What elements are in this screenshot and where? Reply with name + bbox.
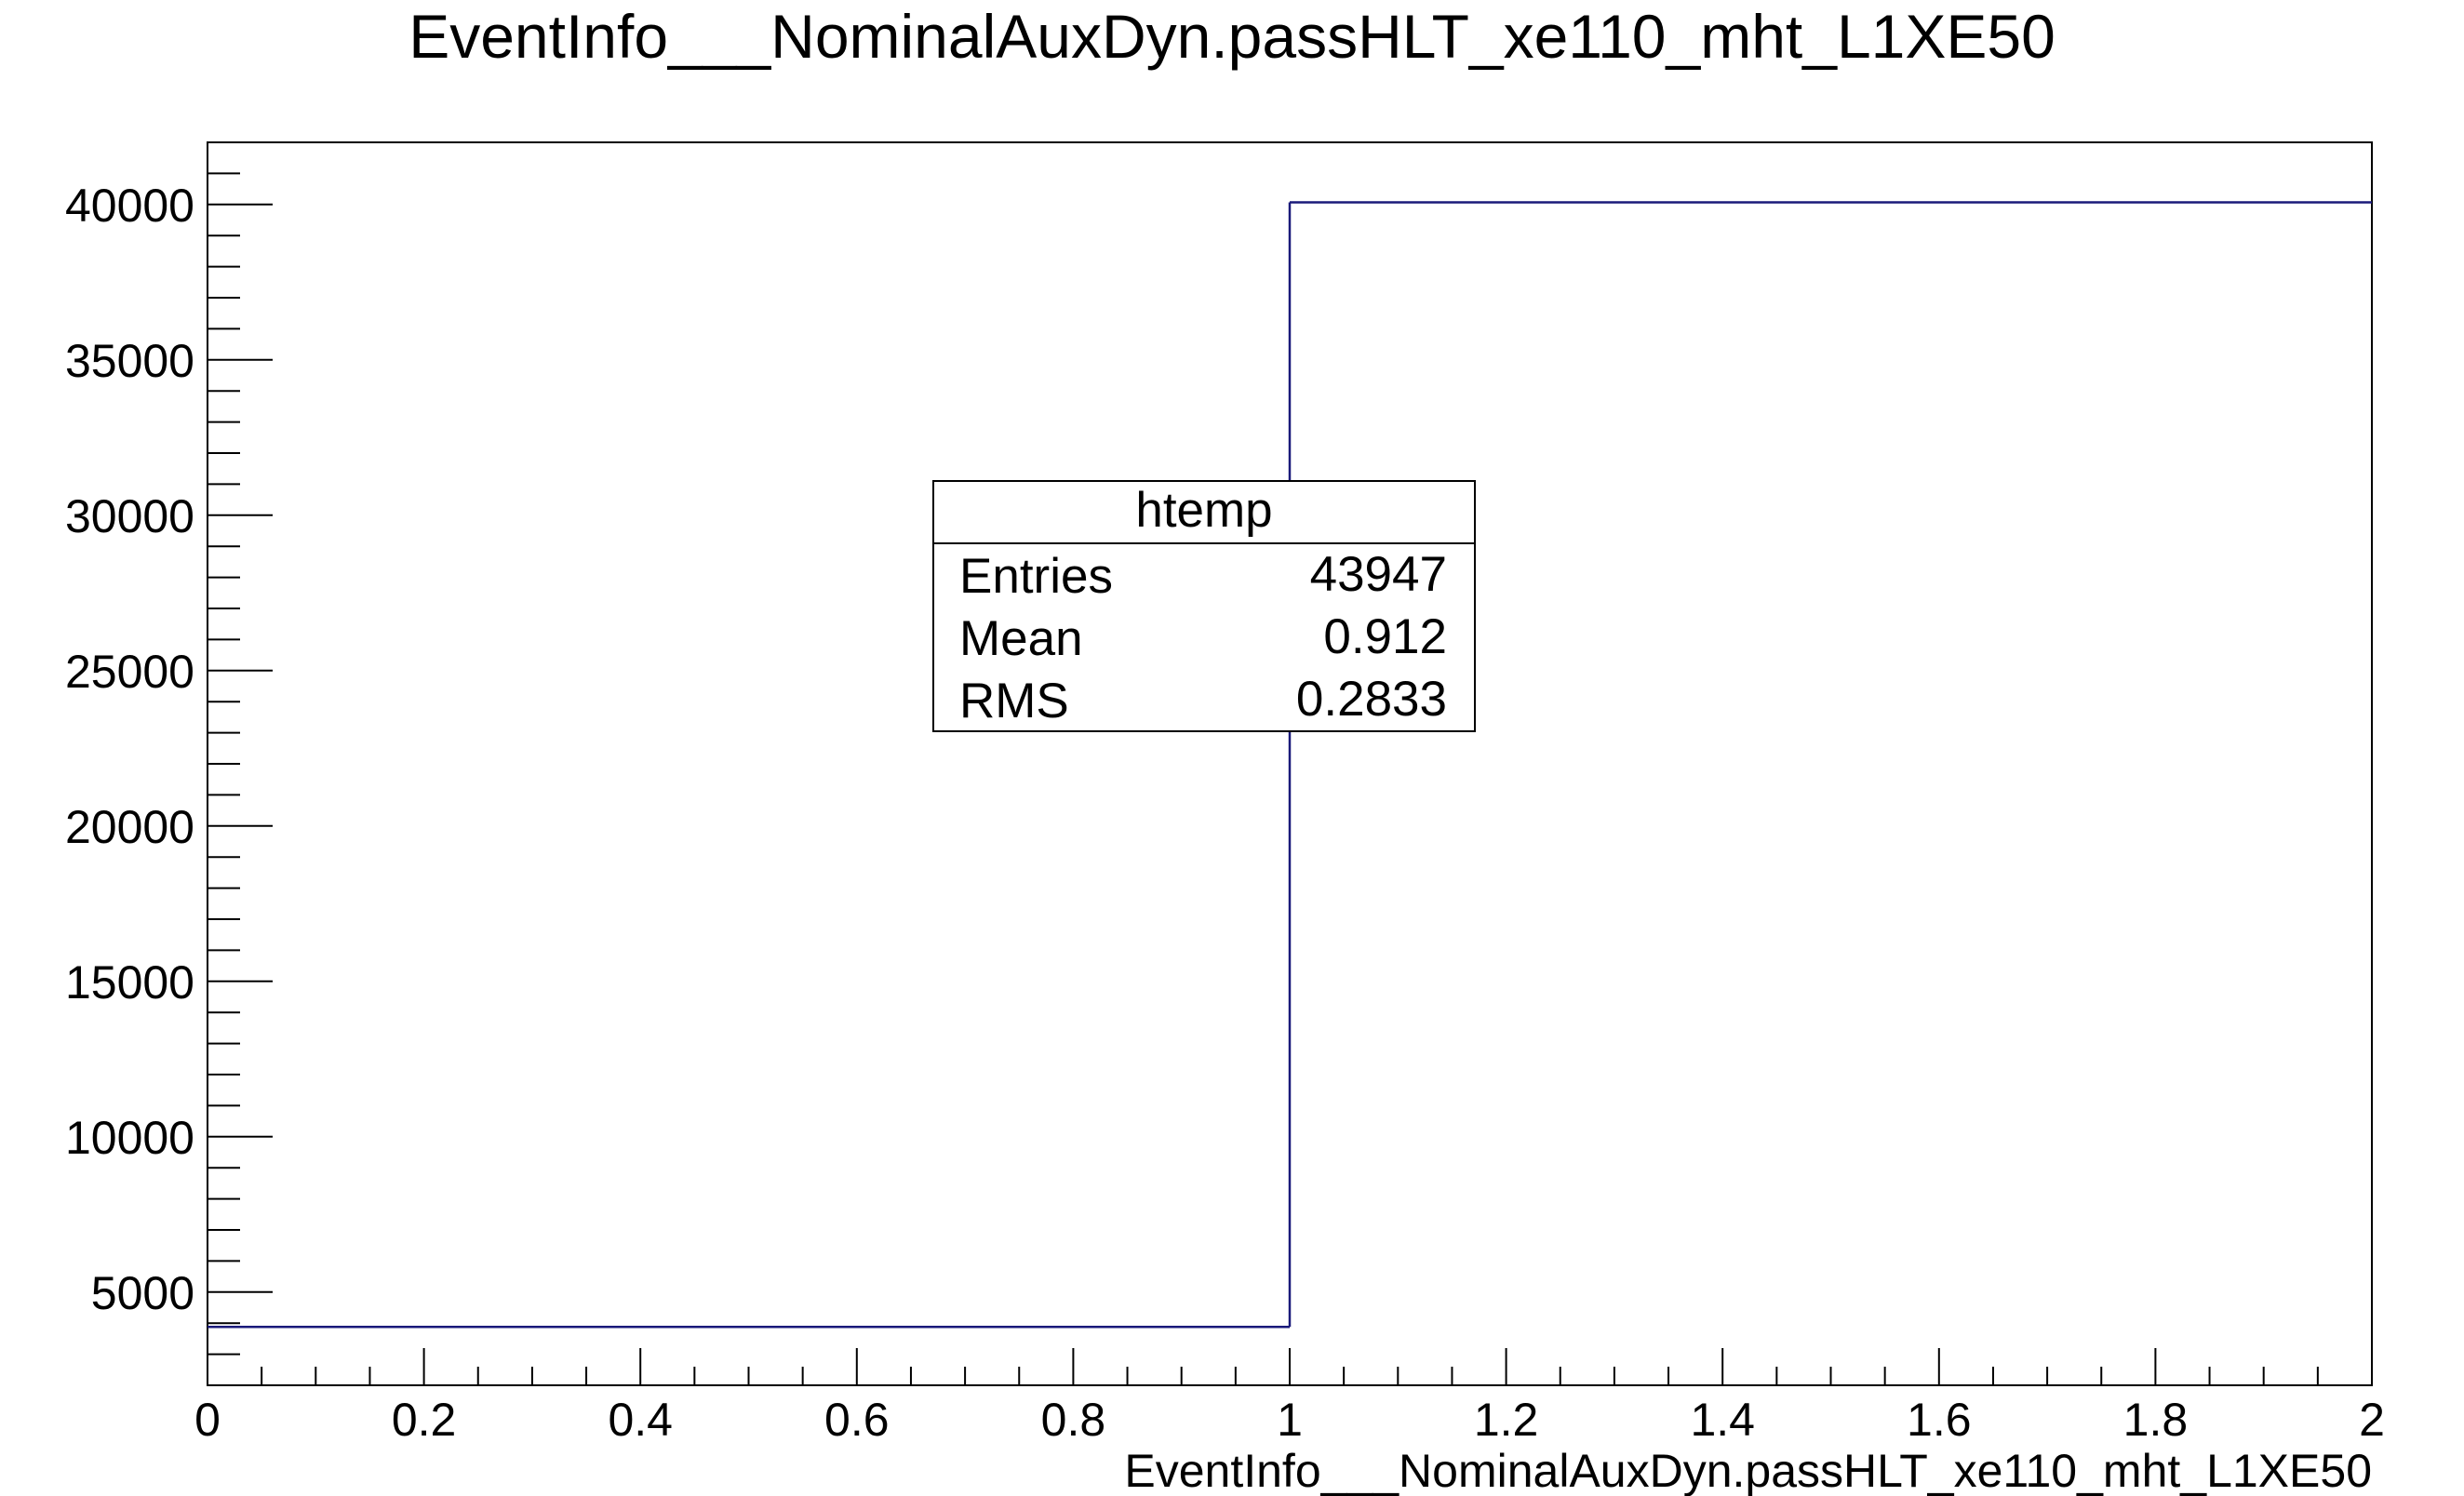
stats-box-title: htemp (1135, 483, 1272, 538)
stats-entries-value: 43947 (1310, 547, 1447, 602)
y-tick-label: 35000 (65, 335, 194, 387)
x-tick-label: 0.8 (1041, 1394, 1106, 1446)
x-tick-label: 0.2 (392, 1394, 457, 1446)
x-tick-label: 1 (1277, 1394, 1303, 1446)
x-axis-label: EventInfo___NominalAuxDyn.passHLT_xe110_… (1124, 1445, 2372, 1496)
x-tick-label: 0 (194, 1394, 221, 1446)
x-tick-label: 0.6 (824, 1394, 890, 1446)
stats-mean-value: 0.912 (1323, 609, 1447, 664)
y-tick-label: 30000 (65, 490, 194, 542)
y-tick-label: 20000 (65, 801, 194, 853)
y-tick-label: 25000 (65, 646, 194, 698)
stats-rms-value: 0.2833 (1296, 672, 1447, 727)
y-axis: 5000 10000 15000 20000 25000 30000 35000 40000 (65, 141, 273, 1386)
stats-box: htemp Entries 43947 Mean 0.912 RMS 0.283… (932, 480, 1476, 732)
x-axis: 0 0.2 0.4 0.6 0.8 1 1.2 1.4 1.6 1.8 2 (194, 1348, 2385, 1446)
x-tick-label: 1.2 (1474, 1394, 1539, 1446)
stats-rms-label: RMS (959, 674, 1069, 728)
y-tick-label: 5000 (91, 1267, 194, 1319)
x-tick-label: 2 (2359, 1394, 2385, 1446)
x-tick-label: 1.6 (1907, 1394, 1972, 1446)
stats-box-frame (932, 480, 1476, 732)
chart-title: EventInfo___NominalAuxDyn.passHLT_xe110_… (408, 2, 2056, 71)
histogram-series (208, 201, 2372, 1329)
y-tick-label: 10000 (65, 1112, 194, 1164)
stats-entries-label: Entries (959, 549, 1113, 604)
x-tick-label: 0.4 (608, 1394, 673, 1446)
y-tick-label: 15000 (65, 956, 194, 1008)
x-tick-label: 1.8 (2123, 1394, 2189, 1446)
y-tick-label: 40000 (65, 180, 194, 232)
x-tick-label: 1.4 (1690, 1394, 1755, 1446)
stats-mean-label: Mean (959, 611, 1083, 666)
